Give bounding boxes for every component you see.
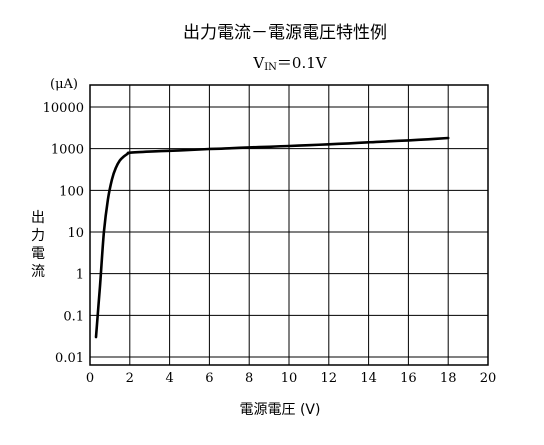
x-tick-label: 6 <box>205 371 213 386</box>
y-tick-label: 10000 <box>43 101 84 116</box>
data-point <box>248 146 250 148</box>
x-tick-label: 14 <box>360 371 377 386</box>
x-tick-label: 16 <box>400 371 417 386</box>
y-tick-label: 1 <box>76 268 84 283</box>
x-tick-label: 10 <box>281 371 298 386</box>
y-axis-label-char: 力 <box>31 228 45 244</box>
chart-subtitle: VIN＝0.1V <box>252 54 327 73</box>
series-line <box>94 136 450 339</box>
x-tick-label: 2 <box>126 371 134 386</box>
data-point <box>107 199 109 201</box>
data-point <box>99 285 101 287</box>
x-tick-label: 12 <box>321 371 338 386</box>
y-axis-label-char: 電 <box>31 246 45 262</box>
y-tick-label: 0.01 <box>55 351 84 366</box>
data-point <box>103 231 105 233</box>
data-point <box>447 137 449 139</box>
y-tick-label: 1000 <box>51 143 84 158</box>
plot-frame <box>89 84 489 366</box>
data-point <box>368 141 370 143</box>
x-tick-label: 18 <box>440 371 457 386</box>
data-point <box>387 140 390 142</box>
data-point <box>268 146 270 148</box>
data-point <box>123 155 125 158</box>
data-point <box>427 138 429 140</box>
data-point <box>348 142 350 144</box>
x-tick-labels: 0 2 4 6 8 10 12 14 16 18 20 <box>86 371 496 386</box>
data-point <box>308 144 310 146</box>
data-point <box>407 139 409 141</box>
data-point <box>188 149 191 151</box>
data-point <box>328 143 330 145</box>
y-tick-label: 0.1 <box>63 309 84 324</box>
y-tick-label: 100 <box>59 184 84 199</box>
subtitle-rest: ＝0.1V <box>277 54 328 72</box>
data-point <box>111 179 113 181</box>
data-point <box>169 150 171 152</box>
y-tick-label: 10 <box>67 226 84 241</box>
x-tick-label: 8 <box>245 371 253 386</box>
data-point <box>119 159 121 162</box>
y-tick-labels: 0.01 0.1 1 10 100 1000 10000 <box>43 101 84 366</box>
x-tick-label: 0 <box>86 371 94 386</box>
data-point <box>288 145 290 147</box>
data-point <box>149 151 151 153</box>
x-tick-label: 4 <box>165 371 173 386</box>
y-axis-label: 出力電流 <box>31 210 45 280</box>
data-point <box>129 152 131 154</box>
chart-title: 出力電流－電源電圧特性例 <box>183 23 387 43</box>
y-axis-label-char: 流 <box>31 264 45 280</box>
data-point <box>127 153 129 155</box>
grid <box>90 85 488 365</box>
x-tick-label: 20 <box>480 371 497 386</box>
subtitle-sub: IN <box>264 62 277 73</box>
series-layer <box>94 136 450 339</box>
y-unit-label: (μA) <box>50 77 78 92</box>
subtitle-main: V <box>252 54 265 72</box>
x-axis-label: 電源電圧 (V) <box>240 402 321 418</box>
data-point <box>208 148 210 150</box>
y-axis-label-char: 出 <box>31 210 45 226</box>
data-point <box>95 336 97 338</box>
data-point <box>228 147 230 149</box>
data-point <box>115 167 117 169</box>
